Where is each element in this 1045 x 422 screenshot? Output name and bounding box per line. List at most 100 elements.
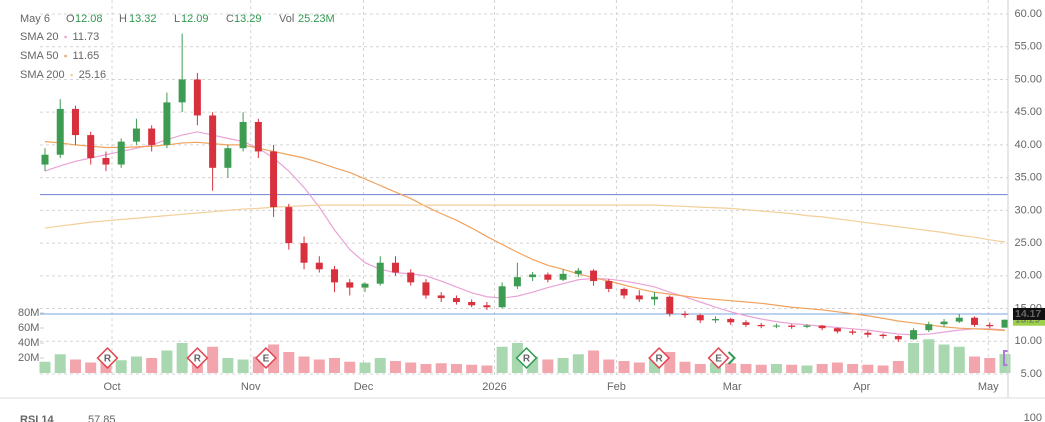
- y-tick-label: 60.00: [1014, 8, 1042, 20]
- event-label: E: [715, 354, 722, 365]
- candle-body: [620, 288, 628, 296]
- event-marker: [96, 347, 119, 369]
- x-tick-label: May: [978, 381, 999, 393]
- rsi-tick-label: 100: [1024, 412, 1042, 422]
- candle-body: [910, 330, 918, 340]
- volume-bar: [389, 361, 401, 373]
- volume-bar: [572, 354, 584, 373]
- volume-bar: [679, 361, 691, 373]
- volume-bar: [709, 362, 721, 373]
- volume-bar: [130, 356, 142, 373]
- volume-bar: [222, 358, 234, 373]
- header-label: H: [119, 13, 127, 25]
- event-chevron: [727, 351, 736, 365]
- candle-body: [331, 269, 339, 283]
- volume-bar: [633, 362, 645, 373]
- candle-body: [376, 262, 384, 284]
- candle-body: [559, 273, 567, 280]
- candle-body: [148, 128, 156, 145]
- volume-bar: [115, 360, 127, 373]
- candle-body: [833, 328, 841, 332]
- candle-body: [239, 122, 247, 149]
- candle-body: [391, 262, 399, 273]
- volume-bar: [984, 358, 996, 373]
- candle-body: [971, 317, 979, 325]
- legend-label: SMA 200: [20, 69, 65, 81]
- volume-bar: [39, 361, 51, 373]
- legend-dot: [64, 54, 67, 58]
- header-label: O: [66, 13, 75, 25]
- candle-body: [452, 298, 460, 302]
- volume-bar: [496, 346, 508, 373]
- event-marker: [648, 347, 671, 369]
- candle-body: [864, 332, 872, 335]
- header-label: L: [174, 13, 180, 25]
- candle-body: [407, 272, 415, 283]
- volume-bar: [603, 359, 615, 373]
- candle-body: [300, 243, 308, 263]
- header-label: C: [226, 13, 234, 25]
- candle-body: [346, 282, 354, 288]
- candle-body: [361, 283, 369, 288]
- y-tick-label: 30.00: [1014, 204, 1042, 216]
- volume-bar: [618, 361, 630, 373]
- price-box: [1013, 307, 1045, 320]
- event-marker: [254, 347, 277, 369]
- event-bracket: [1003, 350, 1008, 366]
- candle-body: [498, 286, 506, 308]
- candle-body: [955, 317, 963, 322]
- volume-bar: [161, 350, 173, 373]
- y-tick-label: 55.00: [1014, 41, 1042, 53]
- volume-bar: [54, 354, 66, 373]
- volume-tick-label: 60M: [18, 322, 39, 334]
- volume-bar: [329, 358, 341, 373]
- candle-body: [270, 151, 278, 208]
- volume-bar: [908, 343, 920, 373]
- volume-bar: [207, 346, 219, 373]
- x-tick-label: Apr: [853, 381, 870, 393]
- candle-body: [666, 296, 674, 314]
- header-value: 12.09: [181, 13, 209, 25]
- candle-body: [117, 141, 125, 165]
- candle-body: [209, 115, 217, 168]
- header-value: 25.23M: [298, 13, 335, 25]
- candle-body: [879, 334, 887, 337]
- candle-body: [178, 79, 186, 103]
- volume-tick-label: 40M: [18, 337, 39, 349]
- header-date: May 6: [20, 13, 50, 25]
- candle-body: [940, 321, 948, 325]
- volume-bar: [649, 359, 661, 373]
- volume-bar: [69, 359, 81, 373]
- candle-body: [849, 331, 857, 333]
- volume-bar: [298, 356, 310, 373]
- volume-bar: [283, 352, 295, 373]
- volume-bar: [892, 361, 904, 373]
- legend-value: 11.73: [73, 31, 100, 43]
- legend-label: SMA 50: [20, 50, 59, 62]
- candle-body: [87, 135, 95, 158]
- legend: SMA 20 11.73 SMA 50 11.65 SMA 200 25.16: [20, 31, 106, 81]
- event-label: R: [655, 354, 663, 365]
- candle-body: [727, 319, 735, 323]
- candle-body: [529, 274, 537, 278]
- candle-body: [986, 324, 994, 327]
- volume-tick-label: 80M: [18, 307, 39, 319]
- x-tick-label: Feb: [607, 381, 626, 393]
- rsi-value: 57.85: [88, 414, 116, 422]
- price-box-label: 14.17: [1015, 308, 1041, 320]
- candle-body: [513, 277, 521, 287]
- y-tick-label: 40.00: [1014, 139, 1042, 151]
- volume-bar: [527, 356, 539, 373]
- volume-bar: [344, 361, 356, 373]
- candle-body: [590, 270, 598, 282]
- volume-bar: [146, 358, 158, 373]
- candle-body: [56, 108, 64, 155]
- volume-bar: [786, 364, 798, 373]
- y-tick-label: 20.00: [1014, 270, 1042, 282]
- volume-bar: [542, 359, 554, 373]
- candle-body: [315, 262, 323, 270]
- y-tick-label: 45.00: [1014, 106, 1042, 118]
- candle-body: [605, 281, 613, 289]
- volume-bar: [450, 364, 462, 373]
